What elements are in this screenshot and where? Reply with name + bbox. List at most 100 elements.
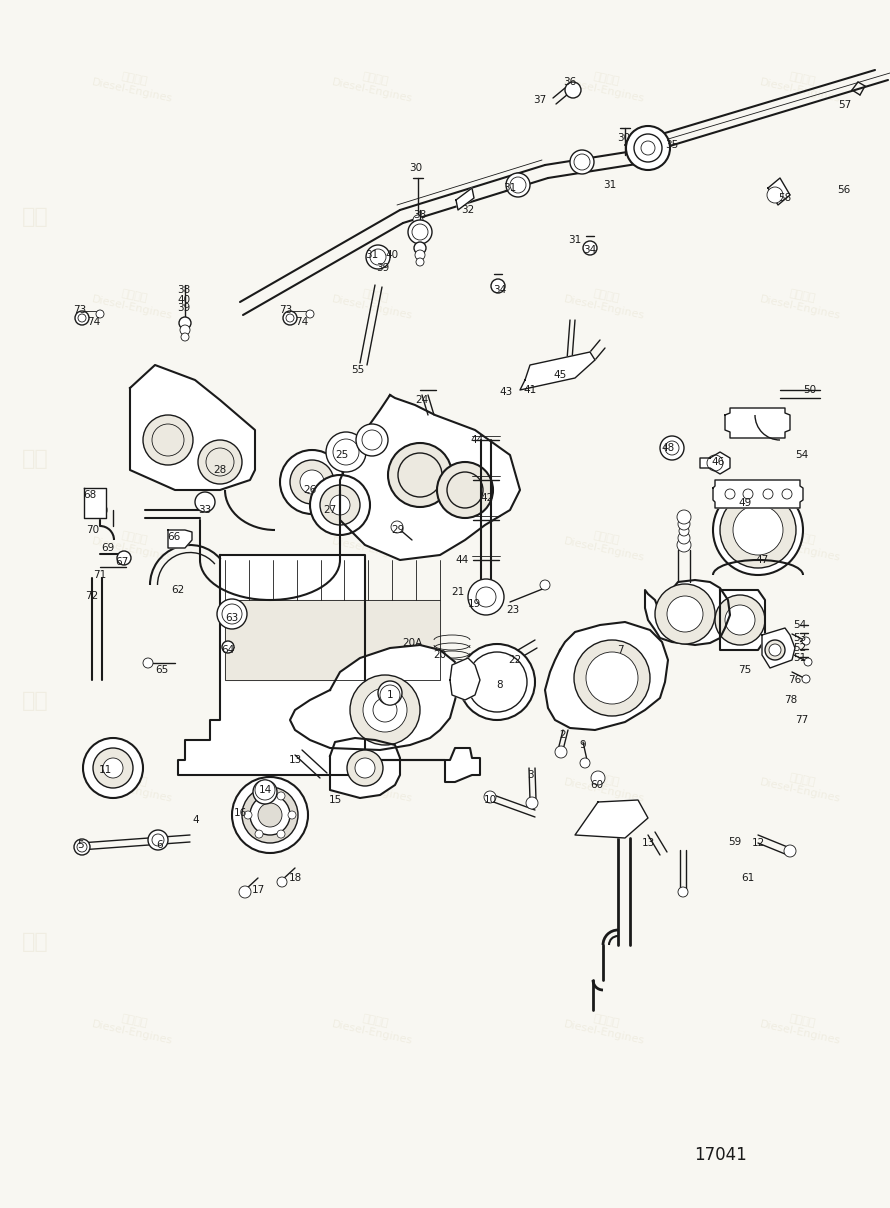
Circle shape: [580, 757, 590, 768]
Circle shape: [707, 455, 723, 471]
Text: 52: 52: [793, 643, 806, 654]
Text: 42: 42: [481, 493, 494, 503]
Text: 17041: 17041: [693, 1146, 747, 1165]
Circle shape: [96, 310, 104, 318]
Circle shape: [222, 604, 242, 625]
Circle shape: [802, 637, 810, 645]
Text: 28: 28: [214, 465, 227, 475]
Text: 31: 31: [569, 236, 582, 245]
Text: 紫发动力
Diesel-Engines: 紫发动力 Diesel-Engines: [758, 1007, 844, 1046]
Circle shape: [583, 242, 597, 255]
Circle shape: [388, 443, 452, 507]
Circle shape: [641, 141, 655, 155]
Circle shape: [93, 748, 133, 788]
Text: 44: 44: [456, 554, 469, 565]
Circle shape: [93, 503, 107, 517]
Text: 22: 22: [508, 655, 522, 664]
Circle shape: [415, 250, 425, 260]
Text: 紫发动力
Diesel-Engines: 紫发动力 Diesel-Engines: [331, 524, 417, 563]
Text: 39: 39: [177, 303, 190, 313]
Text: 紫发动力
Diesel-Engines: 紫发动力 Diesel-Engines: [91, 524, 176, 563]
Circle shape: [408, 220, 432, 244]
Text: 57: 57: [838, 100, 852, 110]
Circle shape: [677, 538, 691, 552]
Circle shape: [333, 439, 359, 465]
Polygon shape: [520, 352, 595, 390]
Circle shape: [255, 830, 263, 838]
Polygon shape: [456, 188, 474, 210]
Circle shape: [222, 641, 234, 654]
Circle shape: [467, 652, 527, 712]
Circle shape: [217, 599, 247, 629]
Text: 紫发动力
Diesel-Engines: 紫发动力 Diesel-Engines: [562, 524, 648, 563]
Circle shape: [626, 126, 670, 170]
Text: 动力: 动力: [22, 208, 49, 227]
Polygon shape: [330, 738, 400, 798]
Text: 4: 4: [193, 815, 199, 825]
Text: 78: 78: [784, 695, 797, 705]
Text: 14: 14: [258, 785, 271, 795]
Circle shape: [391, 521, 403, 533]
Circle shape: [655, 583, 715, 644]
Circle shape: [206, 448, 234, 476]
Text: 20A: 20A: [402, 638, 422, 647]
Text: 54: 54: [796, 451, 809, 460]
Text: 紫发动力
Diesel-Engines: 紫发动力 Diesel-Engines: [562, 1007, 648, 1046]
Circle shape: [288, 811, 296, 819]
Text: 紫发动力
Diesel-Engines: 紫发动力 Diesel-Engines: [91, 766, 176, 805]
Text: 34: 34: [583, 245, 596, 255]
Circle shape: [715, 596, 765, 645]
Circle shape: [152, 424, 184, 455]
Text: 7: 7: [617, 645, 623, 655]
Text: 33: 33: [198, 505, 212, 515]
Polygon shape: [575, 800, 648, 838]
Text: 73: 73: [279, 304, 293, 315]
Text: 紫发动力
Diesel-Engines: 紫发动力 Diesel-Engines: [562, 766, 648, 805]
Circle shape: [484, 791, 496, 803]
Text: 9: 9: [579, 741, 587, 750]
Circle shape: [255, 780, 275, 800]
Polygon shape: [178, 554, 480, 782]
Circle shape: [283, 310, 297, 325]
Circle shape: [326, 432, 366, 472]
Text: 50: 50: [804, 385, 816, 395]
Text: 36: 36: [563, 77, 577, 87]
Circle shape: [179, 316, 191, 329]
Circle shape: [574, 640, 650, 716]
Circle shape: [356, 424, 388, 455]
Circle shape: [574, 153, 590, 170]
Circle shape: [355, 757, 375, 778]
Polygon shape: [725, 408, 790, 439]
Circle shape: [350, 675, 420, 745]
Circle shape: [784, 846, 796, 856]
Circle shape: [77, 842, 87, 852]
Circle shape: [232, 777, 308, 853]
Circle shape: [290, 460, 334, 504]
Text: 64: 64: [222, 645, 235, 655]
Text: 12: 12: [751, 838, 765, 848]
Text: 15: 15: [328, 795, 342, 805]
Circle shape: [74, 840, 90, 855]
Circle shape: [75, 310, 89, 325]
Circle shape: [300, 470, 324, 494]
Text: 31: 31: [504, 182, 516, 193]
Circle shape: [765, 640, 785, 660]
Text: 73: 73: [73, 304, 86, 315]
Text: 77: 77: [796, 715, 809, 725]
Text: 44: 44: [471, 435, 483, 445]
Text: 动力: 动力: [22, 691, 49, 710]
Text: 46: 46: [711, 457, 724, 467]
Circle shape: [555, 747, 567, 757]
Text: 40: 40: [177, 295, 190, 304]
Polygon shape: [450, 658, 480, 699]
Circle shape: [143, 658, 153, 668]
Text: 49: 49: [739, 498, 752, 509]
Text: 59: 59: [728, 837, 741, 847]
Text: 70: 70: [86, 525, 100, 535]
Circle shape: [733, 505, 783, 554]
Text: 20: 20: [433, 650, 447, 660]
Circle shape: [665, 441, 679, 455]
Text: 38: 38: [177, 285, 190, 295]
Text: 37: 37: [533, 95, 546, 105]
Circle shape: [416, 259, 424, 266]
